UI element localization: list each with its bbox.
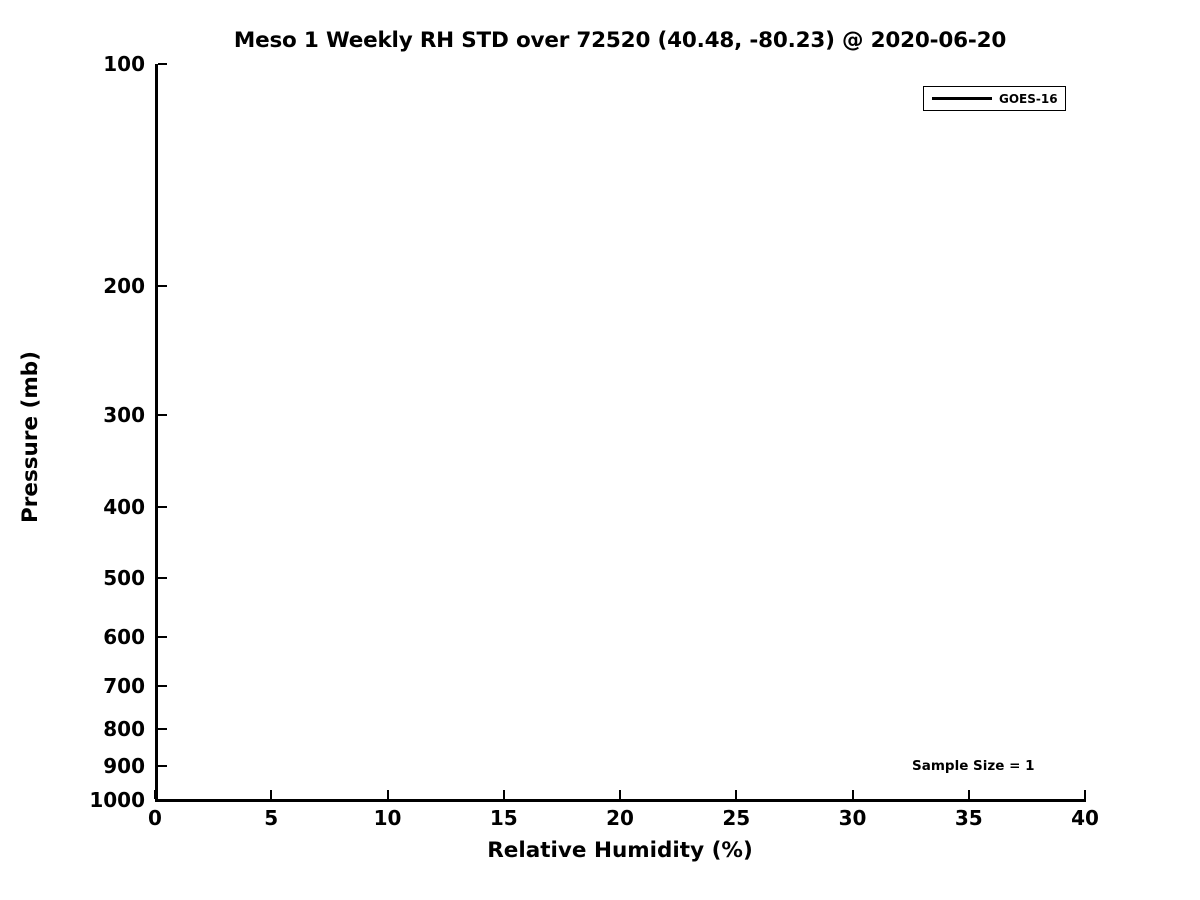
x-tick-label-box: 20 xyxy=(580,806,660,830)
y-tick-label-box: 500 xyxy=(0,568,145,588)
y-tick-label-box: 800 xyxy=(0,719,145,739)
x-tick-label: 40 xyxy=(1071,806,1099,830)
x-tick-label-box: 30 xyxy=(813,806,893,830)
y-tick-mark xyxy=(158,727,167,730)
legend-entry-goes-16[interactable]: GOES-16 xyxy=(924,87,1065,110)
x-tick-mark xyxy=(967,790,970,799)
x-tick-mark xyxy=(270,790,273,799)
x-tick-mark xyxy=(502,790,505,799)
x-tick-label: 10 xyxy=(373,806,402,830)
y-tick-label-box: 600 xyxy=(0,627,145,647)
x-tick-mark xyxy=(386,790,389,799)
series-svg xyxy=(155,64,1085,800)
legend-line-swatch xyxy=(932,97,992,100)
y-axis-label: Pressure (mb) xyxy=(18,351,43,523)
y-tick-label: 900 xyxy=(103,754,145,779)
y-tick-mark xyxy=(158,799,167,801)
x-tick-label: 20 xyxy=(606,806,634,830)
x-tick-mark xyxy=(1084,790,1086,799)
x-tick-label: 25 xyxy=(722,806,751,830)
y-tick-mark xyxy=(158,284,167,287)
x-tick-label-box: 0 xyxy=(115,806,195,830)
x-tick-label: 15 xyxy=(489,806,518,830)
y-axis-label-wrapper: Pressure (mb) xyxy=(18,69,44,805)
x-tick-mark xyxy=(619,790,621,799)
y-tick-mark xyxy=(158,414,167,417)
y-tick-mark xyxy=(158,63,167,65)
y-tick-label-box: 100 xyxy=(0,54,145,74)
x-tick-label-box: 15 xyxy=(464,806,544,830)
x-tick-label-box: 25 xyxy=(696,806,776,830)
y-tick-label-box: 900 xyxy=(0,756,145,776)
data-series-layer xyxy=(155,64,1085,800)
y-tick-label-box: 400 xyxy=(0,497,145,517)
y-tick-label: 300 xyxy=(103,403,145,428)
sample-size-annotation: Sample Size = 1 xyxy=(912,758,1035,774)
y-tick-label: 500 xyxy=(103,566,145,591)
x-axis-spine xyxy=(155,799,1086,802)
y-tick-label-box: 200 xyxy=(0,276,145,296)
x-tick-label-box: 10 xyxy=(348,806,428,830)
x-tick-mark xyxy=(154,790,156,799)
chart-title: Meso 1 Weekly RH STD over 72520 (40.48, … xyxy=(233,28,1007,53)
x-axis-label: Relative Humidity (%) xyxy=(487,838,753,863)
y-tick-label: 700 xyxy=(103,673,145,698)
y-tick-label-box: 700 xyxy=(0,676,145,696)
y-tick-mark xyxy=(158,577,167,580)
y-tick-label: 1000 xyxy=(89,788,145,812)
y-tick-label: 600 xyxy=(103,624,145,649)
y-tick-label: 400 xyxy=(103,495,145,520)
y-tick-label-box: 300 xyxy=(0,405,145,425)
y-tick-mark xyxy=(158,506,167,509)
chart-legend[interactable]: GOES-16 xyxy=(923,86,1066,111)
y-tick-mark xyxy=(158,684,167,687)
x-tick-label-box: 35 xyxy=(929,806,1009,830)
y-tick-label: 100 xyxy=(103,52,145,76)
x-tick-mark xyxy=(735,790,738,799)
y-tick-mark xyxy=(158,635,167,638)
x-tick-label: 30 xyxy=(838,806,867,830)
y-axis-spine xyxy=(155,64,158,802)
y-tick-label: 800 xyxy=(103,716,145,741)
x-tick-label-box: 40 xyxy=(1045,806,1125,830)
x-tick-label: 5 xyxy=(264,806,279,830)
legend-label: GOES-16 xyxy=(999,91,1058,106)
x-tick-mark xyxy=(851,790,854,799)
x-tick-label-box: 5 xyxy=(231,806,311,830)
y-tick-mark xyxy=(158,765,167,768)
y-tick-label-box: 1000 xyxy=(0,790,145,810)
plot-area xyxy=(155,64,1085,800)
x-tick-label: 0 xyxy=(148,806,162,830)
x-tick-label: 35 xyxy=(954,806,983,830)
y-tick-label: 200 xyxy=(103,273,145,298)
